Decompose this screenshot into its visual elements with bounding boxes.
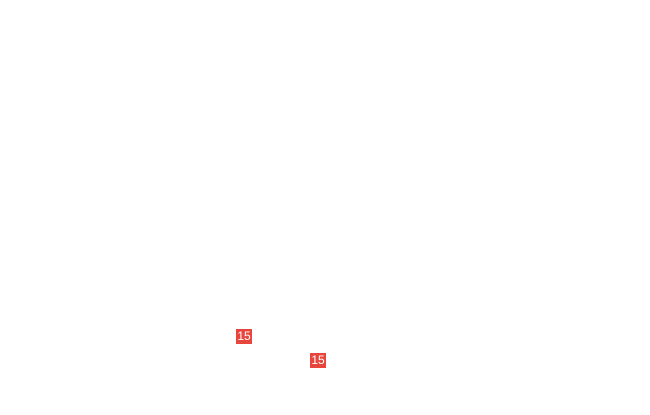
count-badge: 15 (236, 329, 252, 344)
count-badge: 15 (310, 353, 326, 368)
